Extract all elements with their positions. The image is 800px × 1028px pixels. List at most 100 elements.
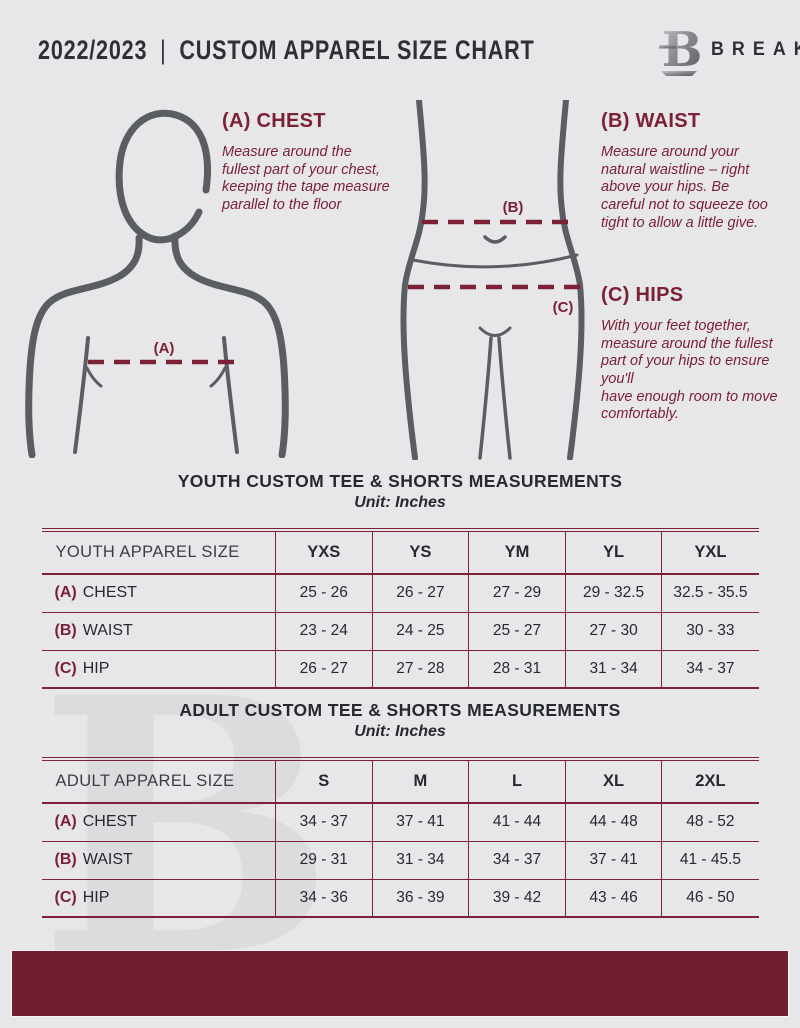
chest-measurement-figure: (A) (25, 109, 289, 458)
page-title: 2022/2023 | CUSTOM APPAREL SIZE CHART (38, 35, 535, 66)
apparel-size-header: YOUTH APPAREL SIZE (41, 530, 276, 575)
measurement-marker: (A) (54, 813, 77, 831)
measurement-row: (B) WAIST 23 - 24 24 - 25 25 - 27 27 - 30 30 -… (41, 612, 759, 651)
adult-table-unit: Unit: Inches (354, 723, 446, 740)
measurement-label-cell: (A) CHEST (41, 574, 276, 613)
measurement-value-cell: 31 - 34 (371, 841, 469, 880)
hips-guide-text: With your feet together, measure around … (601, 318, 778, 423)
measurement-label-cell: (C) HIP (42, 650, 276, 688)
right-armpit-fork (209, 366, 227, 388)
measurement-value-cell: 27 - 29 (468, 574, 566, 613)
youth-size-table: YOUTH APPAREL SIZE YXS YS YM YL YXL (A) CHEST 25… (41, 528, 759, 689)
header: 2022/2023 | CUSTOM APPAREL SIZE CHART B BR… (0, 0, 800, 100)
measurement-value-cell: 41 - 45.5 (661, 841, 759, 880)
waist-hip-measurement-figure: (B) (C) (400, 100, 585, 460)
measurement-value-cell: 34 - 37 (661, 650, 759, 688)
measurement-value-cell: 41 - 44 (468, 803, 566, 842)
measurement-value-cell: 29 - 31 (275, 841, 373, 880)
measurement-value-cell: 26 - 27 (371, 574, 469, 613)
waist-guide-heading: (B) WAIST (601, 110, 701, 132)
measurement-row: (C) HIP 34 - 36 36 - 39 39 - 42 43 - 46 46 - 5… (42, 879, 759, 917)
measurement-row: (A) CHEST 25 - 26 26 - 27 27 - 29 29 - 32.5 32… (41, 574, 759, 613)
title-text: CUSTOM APPAREL SIZE CHART (179, 34, 535, 65)
measurement-row: (C) HIP 26 - 27 27 - 28 28 - 31 31 - 34 34 - 3… (42, 650, 759, 688)
brand-name: BREAKAWAY (710, 39, 800, 60)
size-column-header: YM (468, 530, 566, 575)
size-header-row: YOUTH APPAREL SIZE YXS YS YM YL YXL (41, 530, 759, 575)
measurement-marker: (C) (54, 659, 77, 677)
measurement-marker: (C) (54, 888, 77, 906)
size-column-header: YXS (275, 530, 373, 575)
waist-guide: (B) WAIST Measure around your natural wa… (601, 110, 776, 232)
measurement-label: WAIST (82, 851, 133, 868)
youth-size-section: YOUTH CUSTOM TEE & SHORTS MEASUREMENTS U… (0, 470, 800, 689)
measurement-label: CHEST (82, 813, 137, 831)
hip-curve (411, 253, 579, 269)
measurement-value-cell: 32.5 - 35.5 (661, 574, 759, 613)
brand-lockup: B BREAKAWAY (658, 21, 800, 79)
measurement-value-cell: 36 - 39 (371, 879, 469, 917)
svg-text:B: B (661, 22, 700, 78)
hips-guide: (C) HIPS With your feet together, measur… (601, 284, 781, 424)
measurement-row: (A) CHEST 34 - 37 37 - 41 41 - 44 44 - 48 48 -… (41, 803, 759, 842)
right-armpit-line (222, 336, 239, 454)
measurement-value-cell: 34 - 37 (468, 841, 566, 880)
head-outline (115, 109, 211, 244)
measurement-value-cell: 43 - 46 (564, 879, 662, 917)
torso-left-outline (400, 100, 428, 460)
youth-table-title: YOUTH CUSTOM TEE & SHORTS MEASUREMENTS (177, 471, 623, 491)
size-column-header: 2XL (661, 759, 759, 804)
measurement-value-cell: 31 - 34 (564, 650, 662, 688)
size-column-header: YL (564, 530, 662, 575)
size-column-header: M (371, 759, 469, 804)
measurement-label: HIP (82, 888, 110, 906)
measurement-value-cell: 37 - 41 (564, 841, 662, 880)
size-column-header: S (275, 759, 373, 804)
adult-size-table: ADULT APPAREL SIZE S M L XL 2XL (A) CHEST 34 - 3… (41, 757, 759, 918)
adult-size-section: ADULT CUSTOM TEE & SHORTS MEASUREMENTS U… (0, 699, 800, 918)
measurement-marker: (A) (54, 584, 77, 602)
torso-right-outline (557, 100, 585, 460)
right-shoulder-arm-outline (171, 232, 289, 458)
season-text: 2022/2023 (38, 34, 148, 65)
youth-table-unit: Unit: Inches (354, 494, 446, 511)
inner-leg-right (497, 336, 512, 460)
measurement-value-cell: 44 - 48 (564, 803, 662, 842)
measurement-label: WAIST (82, 622, 133, 639)
left-armpit-fork (85, 366, 103, 388)
chest-guide-heading: (A) CHEST (222, 110, 326, 132)
size-header-row: ADULT APPAREL SIZE S M L XL 2XL (41, 759, 759, 804)
measurement-value-cell: 39 - 42 (468, 879, 566, 917)
measurement-value-cell: 30 - 33 (661, 612, 759, 651)
measurement-label: CHEST (82, 584, 137, 602)
measurement-label-cell: (A) CHEST (41, 803, 276, 842)
hips-guide-heading: (C) HIPS (601, 284, 684, 306)
size-column-header: YXL (661, 530, 759, 575)
measurement-label-cell: (B) WAIST (41, 612, 276, 651)
measurement-value-cell: 24 - 25 (371, 612, 469, 651)
breakaway-b-icon: B (658, 22, 701, 78)
measurement-row: (B) WAIST 29 - 31 31 - 34 34 - 37 37 - 41 41 -… (41, 841, 759, 880)
measurement-value-cell: 25 - 27 (468, 612, 566, 651)
hip-marker-label: (C) (553, 299, 574, 316)
crotch-curve (478, 326, 512, 337)
size-column-header: YS (371, 530, 469, 575)
left-shoulder-arm-outline (25, 234, 143, 458)
title-divider: | (160, 34, 167, 65)
footer-accent-bar (11, 950, 789, 1017)
size-column-header: L (468, 759, 566, 804)
waist-marker-label: (B) (503, 199, 524, 216)
measurement-value-cell: 34 - 36 (275, 879, 373, 917)
measurement-marker: (B) (54, 622, 77, 639)
waist-guide-text: Measure around your natural waistline – … (601, 144, 768, 231)
measurement-value-cell: 48 - 52 (661, 803, 759, 842)
measurement-label-cell: (B) WAIST (41, 841, 276, 880)
navel-curve (483, 235, 507, 244)
apparel-size-header: ADULT APPAREL SIZE (41, 759, 276, 804)
measurement-value-cell: 46 - 50 (661, 879, 759, 917)
left-armpit-line (73, 336, 90, 454)
chest-guide: (A) CHEST Measure around the fullest par… (222, 110, 390, 215)
measurement-label-cell: (C) HIP (42, 879, 276, 917)
measurement-value-cell: 27 - 28 (371, 650, 469, 688)
